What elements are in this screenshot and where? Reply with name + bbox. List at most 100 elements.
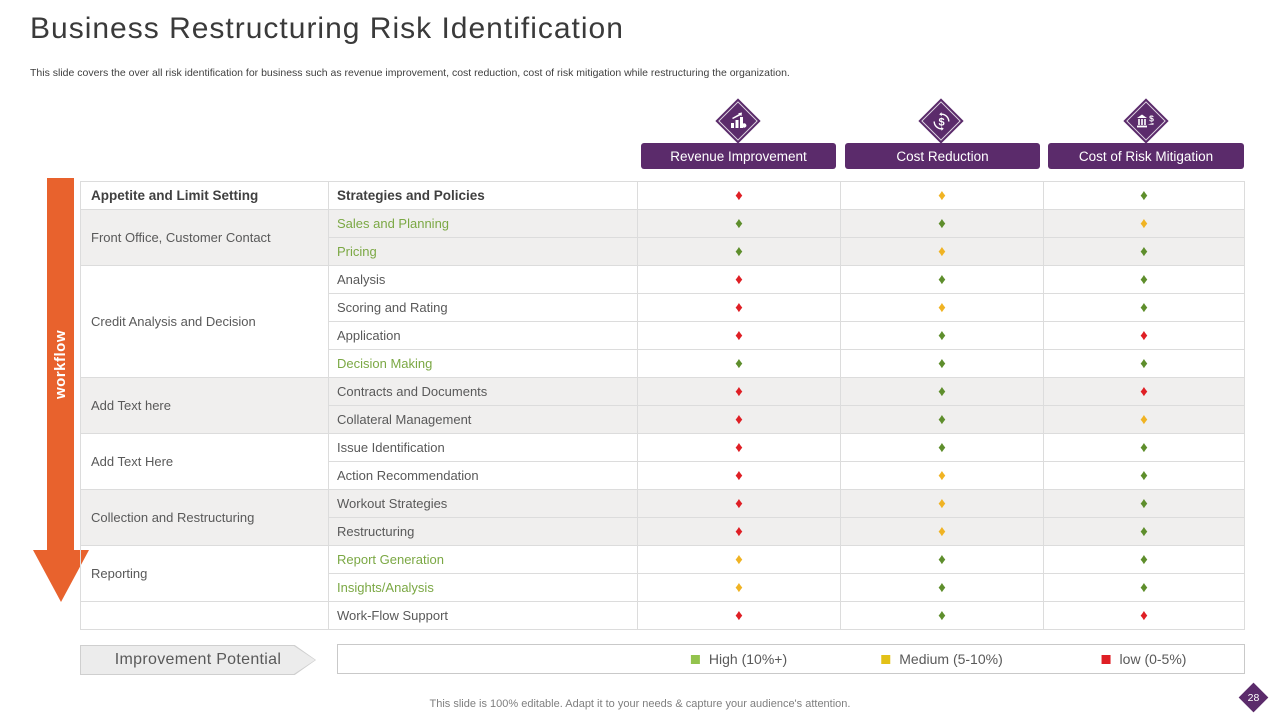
risk-marker-cell: ♦ xyxy=(840,237,1044,266)
risk-marker-cell: ♦ xyxy=(840,405,1044,434)
risk-diamond-green: ♦ xyxy=(1140,579,1148,596)
risk-diamond-green: ♦ xyxy=(1140,523,1148,540)
risk-marker-cell: ♦ xyxy=(637,461,841,490)
risk-marker-cell: ♦ xyxy=(1043,405,1245,434)
risk-diamond-green: ♦ xyxy=(1140,439,1148,456)
table-row: Reporting Report Generation ♦ ♦ ♦ xyxy=(80,545,1245,602)
risk-marker-cell: ♦ xyxy=(637,237,841,266)
risk-diamond-red: ♦ xyxy=(735,327,743,344)
strategy-cell: Issue Identification xyxy=(328,433,638,462)
legend-color-square xyxy=(690,654,700,664)
risk-marker-cell: ♦ xyxy=(1043,573,1245,602)
column-header-cost-reduction: Cost Reduction xyxy=(845,143,1040,169)
risk-marker-cell: ♦ xyxy=(1043,601,1245,630)
footer-note: This slide is 100% editable. Adapt it to… xyxy=(429,698,851,710)
risk-marker-cell: ♦ xyxy=(637,573,841,602)
page-title: Business Restructuring Risk Identificati… xyxy=(30,12,624,45)
risk-diamond-yellow: ♦ xyxy=(735,551,743,568)
header-strategies-and-policies: Strategies and Policies xyxy=(328,181,638,210)
legend-label: low (0-5%) xyxy=(1119,651,1187,667)
table-row: Add Text Here Issue Identification ♦ ♦ ♦ xyxy=(80,433,1245,490)
risk-diamond-red: ♦ xyxy=(735,299,743,316)
table-row: Insights/Analysis ♦ ♦ ♦ xyxy=(81,573,1245,602)
risk-marker-cell: ♦ xyxy=(1043,517,1245,546)
strategy-cell: Report Generation xyxy=(328,545,638,574)
cost-reduction-diamond: $ xyxy=(918,98,964,144)
risk-diamond-green: ♦ xyxy=(1140,243,1148,260)
risk-marker-cell: ♦ xyxy=(637,349,841,378)
risk-identification-table: Appetite and Limit Setting Strategies and… xyxy=(80,181,1245,630)
table-row: Credit Analysis and Decision Analysis ♦ ♦ ♦ xyxy=(80,265,1245,378)
legend-color-square xyxy=(1101,654,1111,664)
table-header-row: Appetite and Limit Setting Strategies and… xyxy=(80,181,1245,210)
risk-diamond-red: ♦ xyxy=(735,495,743,512)
strategy-cell: Workout Strategies xyxy=(328,489,638,518)
risk-diamond-green: ♦ xyxy=(735,243,743,260)
risk-diamond-green: ♦ xyxy=(1140,467,1148,484)
risk-diamond-yellow: ♦ xyxy=(938,243,946,260)
strategy-cell: Analysis xyxy=(328,265,638,294)
risk-diamond-green: ♦ xyxy=(938,551,946,568)
risk-marker-cell: ♦ xyxy=(637,545,841,574)
page-number-badge: 28 xyxy=(1238,682,1269,713)
strategy-cell: Action Recommendation xyxy=(328,461,638,490)
risk-diamond-green: ♦ xyxy=(1140,271,1148,288)
legend-label: High (10%+) xyxy=(708,651,788,667)
risk-diamond-green: ♦ xyxy=(1140,495,1148,512)
risk-marker-cell: ♦ xyxy=(1043,237,1245,266)
group-label-cell: Collection and Restructuring xyxy=(80,489,329,546)
risk-diamond-yellow: ♦ xyxy=(735,579,743,596)
risk-marker-cell: ♦ xyxy=(840,265,1044,294)
growth-chart-icon xyxy=(722,105,754,137)
risk-diamond-green: ♦ xyxy=(938,215,946,232)
risk-diamond-green: ♦ xyxy=(938,579,946,596)
risk-table-body: Appetite and Limit Setting Strategies and… xyxy=(80,181,1245,630)
risk-marker-cell: ♦ xyxy=(1043,461,1245,490)
risk-diamond-yellow: ♦ xyxy=(938,187,946,204)
legend-item: High (10%+) xyxy=(690,651,788,667)
legend-box: High (10%+) Medium (5-10%) low (0-5%) xyxy=(337,644,1245,674)
table-row: Work-Flow Support ♦ ♦ ♦ xyxy=(80,601,1245,630)
risk-marker-cell: ♦ xyxy=(637,209,841,238)
bank-dollar-icon: $ xyxy=(1130,105,1162,137)
group-label-cell: Add Text Here xyxy=(80,433,329,490)
risk-diamond-green: ♦ xyxy=(938,327,946,344)
strategy-cell: Scoring and Rating xyxy=(328,293,638,322)
risk-diamond-yellow: ♦ xyxy=(1140,411,1148,428)
risk-diamond-yellow: ♦ xyxy=(938,495,946,512)
strategy-cell: Work-Flow Support xyxy=(328,601,638,630)
risk-diamond-green: ♦ xyxy=(938,607,946,624)
risk-marker-cell: ♦ xyxy=(840,489,1044,518)
page-number: 28 xyxy=(1247,691,1260,704)
table-row: Decision Making ♦ ♦ ♦ xyxy=(81,349,1245,378)
risk-diamond-red: ♦ xyxy=(735,187,743,204)
risk-marker-cell: ♦ xyxy=(637,265,841,294)
risk-marker-cell: ♦ xyxy=(840,461,1044,490)
risk-diamond-green: ♦ xyxy=(735,355,743,372)
svg-text:$: $ xyxy=(1149,114,1154,124)
risk-diamond-green: ♦ xyxy=(735,215,743,232)
risk-diamond-red: ♦ xyxy=(735,383,743,400)
risk-marker-cell: ♦ xyxy=(840,209,1044,238)
risk-diamond-red: ♦ xyxy=(735,411,743,428)
legend-title: Improvement Potential xyxy=(114,651,282,668)
risk-marker-cell: ♦ xyxy=(840,293,1044,322)
svg-text:$: $ xyxy=(938,116,944,128)
risk-marker-cell: ♦ xyxy=(840,601,1044,630)
risk-marker-cell: ♦ xyxy=(637,405,841,434)
risk-diamond-red: ♦ xyxy=(735,271,743,288)
table-row: Scoring and Rating ♦ ♦ ♦ xyxy=(81,293,1245,322)
improvement-potential-chevron: Improvement Potential xyxy=(80,645,316,675)
workflow-arrow-head xyxy=(33,550,89,602)
risk-marker-cell: ♦ xyxy=(1043,433,1245,462)
legend-color-square xyxy=(881,654,891,664)
table-row: Pricing ♦ ♦ ♦ xyxy=(81,237,1245,266)
legend-item: low (0-5%) xyxy=(1101,651,1187,667)
risk-marker-cell: ♦ xyxy=(637,433,841,462)
group-label-cell: Front Office, Customer Contact xyxy=(80,209,329,266)
dollar-cycle-icon: $ xyxy=(925,105,957,137)
risk-diamond-red: ♦ xyxy=(735,607,743,624)
risk-diamond-red: ♦ xyxy=(1140,327,1148,344)
table-row: Add Text here Contracts and Documents ♦ ♦ ♦ xyxy=(80,377,1245,434)
